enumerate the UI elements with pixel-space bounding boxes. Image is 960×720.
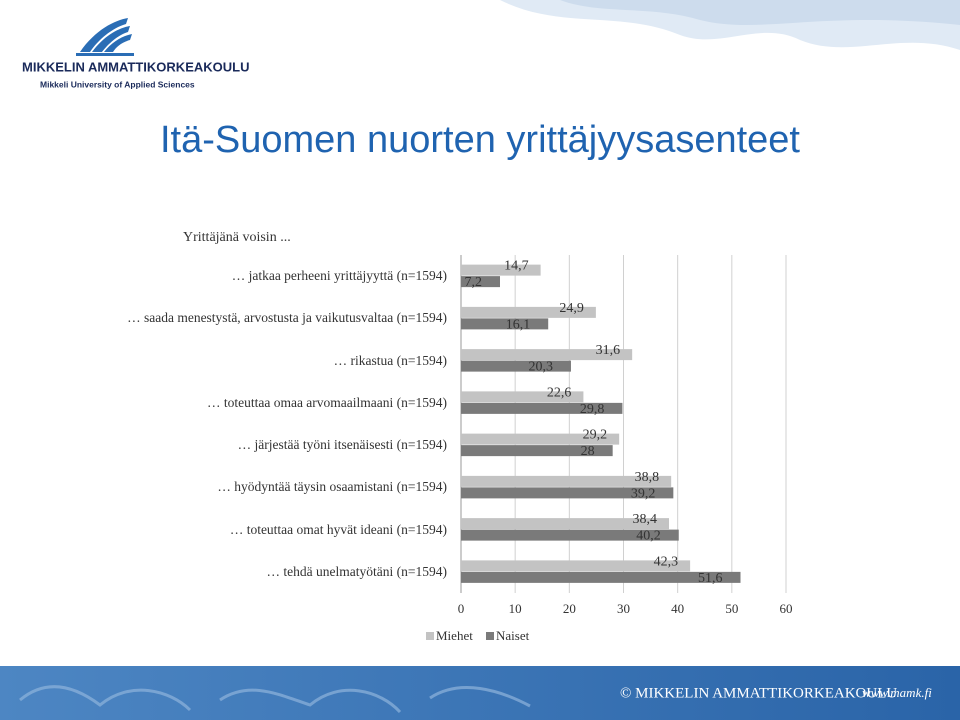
bar — [461, 264, 541, 276]
x-tick-label: 0 — [458, 601, 465, 616]
bar — [461, 445, 613, 457]
category-label: … hyödyntää täysin osaamistani (n=1594) — [217, 479, 447, 495]
bar — [461, 276, 500, 288]
category-label: … jatkaa perheeni yrittäjyyttä (n=1594) — [231, 268, 447, 284]
value-label: 29,8 — [580, 402, 605, 417]
bar — [461, 487, 674, 499]
category-label: … saada menestystä, arvostusta ja vaikut… — [127, 310, 447, 326]
legend-label: Naiset — [496, 628, 530, 643]
category-label: … tehdä unelmatyötäni (n=1594) — [266, 563, 447, 579]
legend-label: Miehet — [436, 628, 473, 643]
logo-subtitle: Mikkeli University of Applied Sciences — [40, 79, 195, 89]
value-label: 16,1 — [506, 317, 531, 332]
x-tick-label: 30 — [617, 601, 630, 616]
bar — [461, 391, 584, 403]
footer-url: www.mamk.fi — [862, 685, 932, 700]
x-tick-label: 50 — [725, 601, 738, 616]
bar — [461, 571, 741, 583]
footer-text: © MIKKELIN AMMATTIKORKEAKOULU — [620, 685, 897, 701]
bar — [461, 360, 571, 372]
value-label: 20,3 — [528, 360, 553, 375]
value-label: 42,3 — [654, 554, 679, 569]
bar — [461, 475, 672, 487]
bar — [461, 306, 596, 318]
bar — [461, 560, 691, 572]
x-tick-label: 20 — [563, 601, 576, 616]
chart-title: Yrittäjänä voisin ... — [183, 230, 291, 245]
legend-swatch — [486, 632, 494, 640]
bar — [461, 433, 620, 445]
value-label: 7,2 — [465, 275, 483, 290]
bar — [461, 349, 633, 361]
category-label: … järjestää työni itsenäisesti (n=1594) — [237, 437, 447, 453]
bar — [461, 318, 549, 330]
x-tick-label: 40 — [671, 601, 684, 616]
category-label: … rikastua (n=1594) — [333, 352, 447, 368]
decoration — [500, 0, 960, 50]
decoration — [19, 685, 531, 714]
category-label: … toteuttaa omat hyvät ideani (n=1594) — [229, 521, 447, 537]
value-label: 39,2 — [631, 486, 656, 501]
legend-swatch — [426, 632, 434, 640]
bar — [461, 402, 623, 414]
value-label: 31,6 — [596, 343, 621, 358]
value-label: 28 — [581, 444, 595, 459]
x-tick-label: 60 — [780, 601, 793, 616]
category-label: … toteuttaa omaa arvomaailmaani (n=1594) — [206, 394, 447, 410]
logo-name: MIKKELIN AMMATTIKORKEAKOULU — [22, 59, 249, 74]
value-label: 29,2 — [583, 428, 608, 443]
value-label: 24,9 — [559, 301, 584, 316]
x-tick-label: 10 — [509, 601, 522, 616]
value-label: 40,2 — [636, 529, 661, 544]
bar — [461, 529, 679, 541]
value-label: 38,4 — [633, 512, 658, 527]
bar — [461, 518, 669, 530]
logo-emblem — [76, 18, 134, 56]
value-label: 38,8 — [635, 470, 660, 485]
value-label: 51,6 — [698, 571, 723, 586]
value-label: 14,7 — [504, 259, 529, 274]
value-label: 22,6 — [547, 385, 572, 400]
slide-title: Itä-Suomen nuorten yrittäjyysasenteet — [160, 119, 800, 161]
